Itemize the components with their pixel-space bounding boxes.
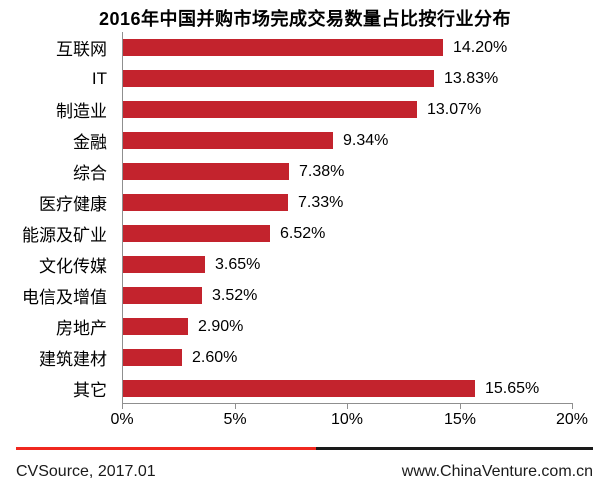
value-label: 2.90%	[198, 317, 244, 335]
chart-title: 2016年中国并购市场完成交易数量占比按行业分布	[98, 9, 512, 29]
bar-row: IT 13.83%	[0, 63, 610, 94]
bar	[123, 256, 205, 273]
bar	[123, 39, 443, 56]
bar-track: 13.07%	[123, 101, 610, 118]
bar	[123, 163, 289, 180]
bar-row: 文化传媒 3.65%	[0, 249, 610, 280]
bar	[123, 70, 434, 87]
value-label: 2.60%	[192, 348, 238, 366]
source-label: CVSource, 2017.01	[16, 463, 156, 480]
category-label: 互联网	[56, 40, 107, 59]
category-label: 建筑建材	[39, 350, 107, 369]
category-label: 金融	[73, 133, 107, 152]
bar-track: 13.83%	[123, 70, 610, 87]
bar-row: 金融 9.34%	[0, 125, 610, 156]
bar-row: 能源及矿业 6.52%	[0, 218, 610, 249]
bar-row: 建筑建材 2.60%	[0, 342, 610, 373]
footer-divider	[16, 447, 593, 450]
divider-black-segment	[316, 447, 593, 450]
value-label: 13.07%	[427, 100, 482, 118]
bar-row: 互联网 14.20%	[0, 32, 610, 63]
divider-red-segment	[16, 447, 317, 450]
value-label: 6.52%	[280, 224, 326, 242]
value-label: 15.65%	[485, 379, 540, 397]
bar	[123, 349, 182, 366]
category-label: 制造业	[56, 102, 107, 121]
bar-track: 2.60%	[123, 349, 610, 366]
value-label: 3.52%	[212, 286, 258, 304]
category-label: 综合	[73, 164, 107, 183]
bar-row: 房地产 2.90%	[0, 311, 610, 342]
x-axis-tick	[235, 404, 236, 409]
x-axis-tick	[460, 404, 461, 409]
category-label: 文化传媒	[39, 257, 107, 276]
x-axis-tick	[122, 404, 123, 409]
value-label: 7.38%	[299, 162, 345, 180]
bar	[123, 318, 188, 335]
bar	[123, 225, 270, 242]
bar-track: 3.52%	[123, 287, 610, 304]
x-axis-tick	[572, 404, 573, 409]
category-label: IT	[91, 68, 107, 88]
x-axis-tick	[347, 404, 348, 409]
bar-row: 电信及增值 3.52%	[0, 280, 610, 311]
value-label: 3.65%	[215, 255, 261, 273]
bar	[123, 132, 333, 149]
category-label: 医疗健康	[39, 195, 107, 214]
category-label: 其它	[73, 381, 107, 400]
value-label: 14.20%	[453, 38, 508, 56]
bar-track: 2.90%	[123, 318, 610, 335]
bar-track: 3.65%	[123, 256, 610, 273]
bar-track: 14.20%	[123, 39, 610, 56]
bar	[123, 287, 202, 304]
value-label: 7.33%	[298, 193, 344, 211]
x-axis-tick-label: 10%	[330, 411, 364, 428]
x-axis-tick-label: 0%	[110, 411, 134, 428]
bar-row: 其它 15.65%	[0, 373, 610, 404]
bar	[123, 194, 288, 211]
category-label: 电信及增值	[22, 288, 107, 307]
x-axis-tick-label: 15%	[443, 411, 477, 428]
bar-track: 7.33%	[123, 194, 610, 211]
bar-track: 7.38%	[123, 163, 610, 180]
x-axis-tick-label: 20%	[555, 411, 589, 428]
bar-row: 综合 7.38%	[0, 156, 610, 187]
bar	[123, 380, 475, 397]
y-axis-line	[122, 32, 123, 404]
bar-track: 15.65%	[123, 380, 610, 397]
x-axis-line	[122, 403, 573, 404]
bar-track: 6.52%	[123, 225, 610, 242]
value-label: 9.34%	[343, 131, 389, 149]
category-label: 能源及矿业	[22, 226, 107, 245]
value-label: 13.83%	[444, 69, 499, 87]
bar	[123, 101, 417, 118]
bar-rows: 互联网 14.20% IT 13.83% 制造业 13.07% 金融 9.34% 综合 7.38%…	[0, 32, 610, 404]
bar-row: 医疗健康 7.33%	[0, 187, 610, 218]
x-axis-tick-label: 5%	[223, 411, 247, 428]
bar-track: 9.34%	[123, 132, 610, 149]
category-label: 房地产	[56, 319, 107, 338]
website-label: www.ChinaVenture.com.cn	[401, 463, 593, 480]
bar-row: 制造业 13.07%	[0, 94, 610, 125]
